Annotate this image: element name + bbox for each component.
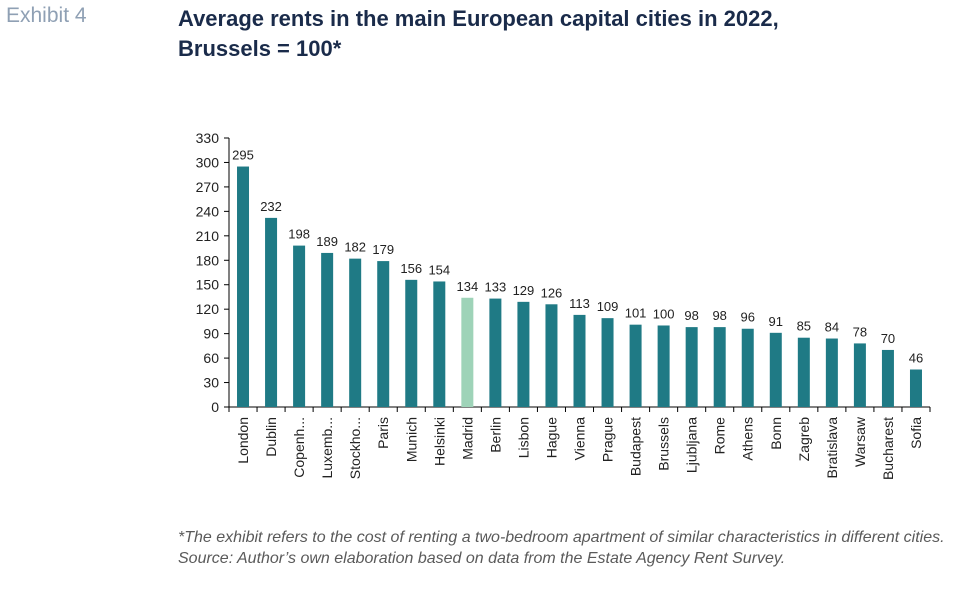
bar-budapest [629,324,642,407]
bar-madrid [461,297,474,407]
bar-bucharest [881,349,894,407]
data-label: 84 [825,320,839,335]
category-label: London [235,417,251,464]
bar-prague [601,318,614,407]
y-tick-label: 300 [196,154,220,170]
bar-brussels [657,325,670,407]
bar-luxemb [321,252,334,407]
data-label: 134 [456,279,478,294]
category-label: Berlin [487,417,503,453]
category-label: Bucharest [880,417,896,480]
category-label: Bratislava [824,417,840,479]
data-label: 113 [569,296,590,311]
data-label: 133 [485,280,507,295]
category-label: Athens [740,417,756,461]
data-label: 129 [513,283,535,298]
bar-copenh [293,245,306,407]
data-label: 70 [881,331,895,346]
data-label: 101 [625,306,647,321]
bar-warsaw [853,343,866,407]
data-label: 295 [232,148,254,163]
bar-london [237,166,250,407]
chart-title: Average rents in the main European capit… [178,4,938,64]
bar-stockho [349,258,362,407]
category-label: Ljubljana [684,417,700,473]
data-label: 98 [684,308,698,323]
data-label: 189 [316,234,338,249]
category-label: Rome [712,417,728,455]
category-label: Zagreb [796,417,812,462]
category-label: Sofia [908,417,924,449]
data-label: 85 [797,319,811,334]
exhibit-label: Exhibit 4 [6,4,87,27]
y-tick-label: 210 [196,228,220,244]
category-label: Paris [375,417,391,449]
bar-lisbon [517,301,530,407]
bar-bratislava [825,338,838,407]
bar-sofia [909,369,922,407]
bar-munich [405,279,418,407]
bar-athens [741,328,754,407]
data-label: 156 [400,261,422,276]
data-label: 96 [741,310,755,325]
category-label: Brussels [656,417,672,471]
bar-ljubljana [685,327,698,407]
bar-helsinki [433,281,446,407]
data-label: 232 [260,199,282,214]
chart-title-line-2: Brussels = 100* [178,36,342,61]
category-label: Warsaw [852,416,868,467]
category-label: Helsinki [431,417,447,466]
bar-dublin [265,217,278,407]
data-label: 78 [853,324,867,339]
y-tick-label: 330 [196,130,220,146]
bar-rome [713,327,726,407]
category-label: Vienna [572,417,588,461]
chart-notes: *The exhibit refers to the cost of renti… [178,527,958,569]
data-label: 109 [597,299,619,314]
category-label: Lisbon [515,417,531,458]
category-label: Prague [600,417,616,462]
data-label: 46 [909,351,923,366]
chart-title-line-1: Average rents in the main European capit… [178,6,779,31]
data-label: 91 [769,314,783,329]
y-tick-label: 0 [211,399,219,415]
data-label: 100 [653,306,675,321]
data-label: 126 [541,285,563,300]
bar-paris [377,261,390,407]
data-label: 182 [344,240,366,255]
y-tick-label: 150 [196,277,220,293]
bar-hague [545,304,558,407]
category-label: Luxemb... [319,417,335,478]
category-label: Budapest [628,417,644,476]
bar-zagreb [797,337,810,407]
bar-berlin [489,298,502,407]
source-note: Source: Author’s own elaboration based o… [178,550,786,567]
y-tick-label: 30 [203,375,219,391]
y-tick-label: 180 [196,252,220,268]
category-label: Dublin [263,417,279,457]
y-tick-label: 270 [196,179,220,195]
bar-vienna [573,314,586,407]
bar-chart: 0 30 60 90 120 150 180 210 240 270 300 330 295 London… [196,130,931,480]
y-tick-label: 120 [196,301,220,317]
category-label: Copenh... [291,417,307,478]
y-tick-label: 240 [196,203,220,219]
data-label: 198 [288,227,310,242]
data-label: 98 [712,308,726,323]
y-tick-label: 90 [203,326,219,342]
data-label: 179 [372,242,394,257]
y-tick-label: 60 [203,350,219,366]
category-label: Madrid [459,417,475,460]
bar-bonn [769,332,782,407]
footnote: *The exhibit refers to the cost of renti… [178,529,945,546]
data-label: 154 [428,262,450,277]
category-label: Bonn [768,417,784,450]
category-label: Hague [543,417,559,458]
category-label: Stockho... [347,417,363,479]
category-label: Munich [403,417,419,462]
